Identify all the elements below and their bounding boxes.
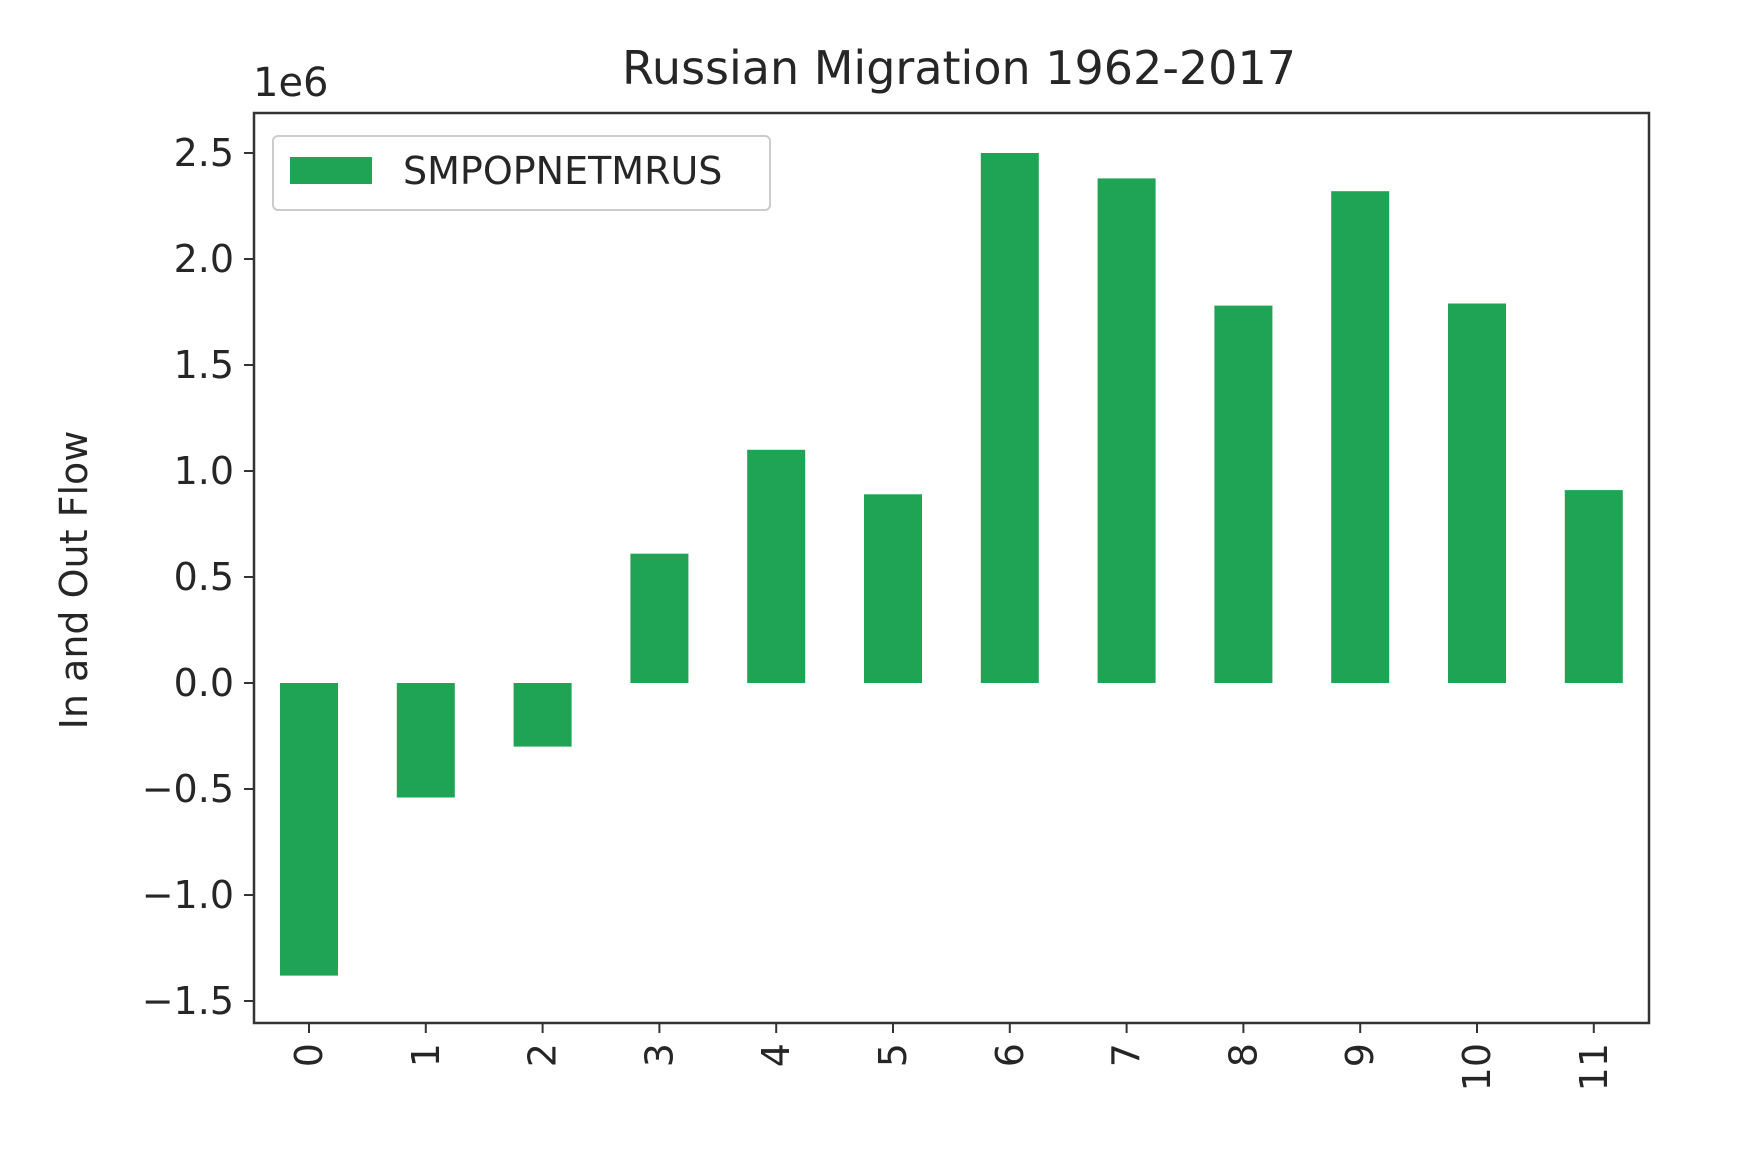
x-tick-label: 9 [1338,1043,1382,1067]
plot-frame [252,111,1651,1025]
bar-9 [1331,191,1390,683]
legend-box [272,135,771,211]
bar-5 [864,494,922,683]
x-tick-label: 3 [637,1043,681,1067]
y-axis-label: In and Out Flow [52,431,96,730]
y-tick-label: 2.5 [174,131,234,175]
x-tick-label: 5 [871,1043,915,1067]
y-tick-label: 1.5 [174,343,234,387]
bar-6 [980,153,1039,683]
x-tick-label: 2 [521,1043,565,1067]
x-tick-label: 10 [1455,1043,1499,1091]
y-tick-label: 2.0 [174,237,234,281]
bar-11 [1564,490,1623,683]
x-tick-label: 0 [287,1043,331,1067]
y-tick-label: 1.0 [174,449,234,493]
bars-group [280,153,1623,976]
y-tick-label: −0.5 [142,767,234,811]
bar-1 [396,683,455,798]
x-tick-label: 1 [404,1043,448,1067]
y-tick-label: 0.5 [174,555,234,599]
bar-0 [280,683,338,976]
x-tick-label: 8 [1221,1043,1265,1067]
legend-swatch [290,157,372,184]
x-tick-label: 7 [1105,1043,1149,1067]
bar-2 [513,683,572,747]
x-tick-label: 11 [1572,1043,1616,1091]
x-tick-label: 6 [988,1043,1032,1067]
y-axis-ticks: −1.5 −1.0 −0.5 0.0 0.5 1.0 1.5 2.0 2.5 [142,131,254,1023]
y-tick-label: 0.0 [174,661,234,705]
bar-3 [630,553,689,683]
chart-title: Russian Migration 1962-2017 [622,41,1296,95]
bar-10 [1448,303,1506,683]
bar-7 [1097,178,1156,683]
bar-8 [1214,305,1273,683]
y-tick-label: −1.5 [142,979,234,1023]
x-tick-label: 4 [754,1043,798,1067]
legend: SMPOPNETMRUS [272,135,771,211]
legend-label: SMPOPNETMRUS [403,149,722,193]
y-tick-label: −1.0 [142,873,234,917]
x-axis-ticks: 0 1 2 3 4 5 6 7 8 9 10 11 [287,1023,1616,1091]
y-axis-offset-label: 1e6 [253,60,329,106]
bar-4 [747,449,806,683]
